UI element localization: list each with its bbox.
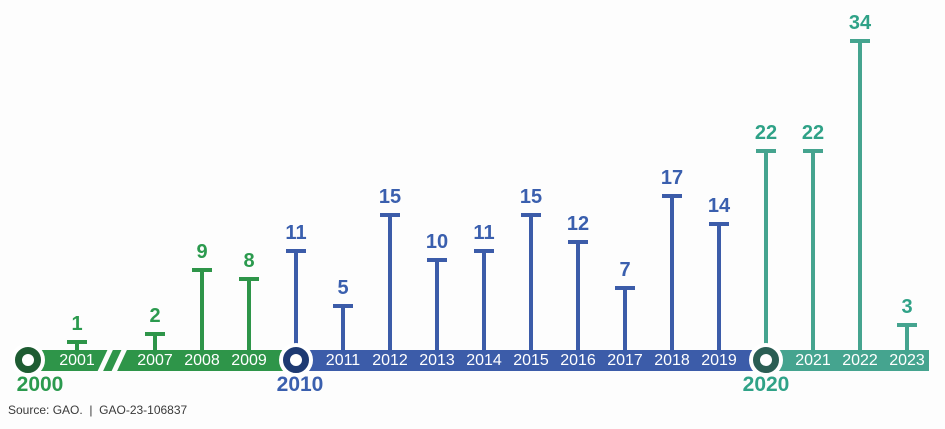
decade-label-2020: 2020	[742, 373, 790, 396]
cap-2011	[333, 304, 353, 308]
value-label-2018: 17	[660, 167, 684, 189]
stem-2023	[905, 323, 909, 350]
value-label-2013: 10	[425, 231, 449, 253]
stem-2022	[858, 39, 862, 350]
bar-segment-2010s	[296, 350, 766, 371]
cap-2001	[67, 340, 87, 344]
year-label-2016: 2016	[560, 352, 596, 369]
value-label-2014: 11	[473, 222, 495, 244]
stem-2021	[811, 149, 815, 350]
cap-2007	[145, 332, 165, 336]
decade-circle-2010	[283, 347, 309, 373]
cap-2019	[709, 222, 729, 226]
year-label-2015: 2015	[513, 352, 549, 369]
value-label-2001: 1	[71, 313, 83, 335]
stem-2012	[388, 213, 392, 350]
stem-2017	[623, 286, 627, 350]
stem-2009	[247, 277, 251, 350]
year-label-2007: 2007	[137, 352, 173, 369]
cap-2020	[756, 149, 776, 153]
year-label-2014: 2014	[466, 352, 502, 369]
year-label-2009: 2009	[231, 352, 267, 369]
value-label-2017: 7	[619, 259, 631, 281]
stem-2001	[75, 340, 79, 350]
cap-2022	[850, 39, 870, 43]
stem-2013	[435, 258, 439, 350]
value-label-2023: 3	[901, 296, 913, 318]
decade-circle-2000	[15, 347, 41, 373]
year-label-2018: 2018	[654, 352, 690, 369]
cap-2016	[568, 240, 588, 244]
cap-2023	[897, 323, 917, 327]
stem-2014	[482, 249, 486, 350]
value-label-2010: 11	[285, 222, 307, 244]
cap-2021	[803, 149, 823, 153]
value-label-2012: 15	[378, 186, 402, 208]
bar-segment-2000s	[18, 350, 296, 371]
decade-label-2000: 2000	[16, 373, 64, 396]
year-label-2012: 2012	[372, 352, 408, 369]
year-label-2023: 2023	[889, 352, 925, 369]
value-label-2019: 14	[707, 195, 731, 217]
value-label-2007: 2	[149, 305, 161, 327]
stem-2007	[153, 332, 157, 350]
cap-2014	[474, 249, 494, 253]
cap-2009	[239, 277, 259, 281]
cap-2015	[521, 213, 541, 217]
stem-2010	[294, 249, 298, 350]
cap-2012	[380, 213, 400, 217]
year-label-2001: 2001	[59, 352, 95, 369]
year-label-2019: 2019	[701, 352, 737, 369]
stem-2008	[200, 268, 204, 350]
source-note: Source: GAO. | GAO-23-106837	[8, 403, 188, 417]
stem-2020	[764, 149, 768, 350]
cap-2013	[427, 258, 447, 262]
value-label-2020: 22	[754, 122, 778, 144]
value-label-2016: 12	[566, 213, 590, 235]
decade-label-2010: 2010	[276, 373, 324, 396]
decade-circle-2020	[753, 347, 779, 373]
value-label-2021: 22	[801, 122, 825, 144]
value-label-2011: 5	[337, 277, 349, 299]
value-label-2015: 15	[519, 186, 543, 208]
value-label-2008: 9	[196, 241, 208, 263]
stem-2019	[717, 222, 721, 350]
cap-2008	[192, 268, 212, 272]
cap-2017	[615, 286, 635, 290]
bar-segment-2020s	[766, 350, 929, 371]
stem-2015	[529, 213, 533, 350]
value-label-2009: 8	[243, 250, 255, 272]
stem-2018	[670, 194, 674, 350]
value-label-2022: 34	[848, 12, 872, 34]
stem-2016	[576, 240, 580, 350]
year-label-2008: 2008	[184, 352, 220, 369]
cap-2010	[286, 249, 306, 253]
year-label-2022: 2022	[842, 352, 878, 369]
year-label-2013: 2013	[419, 352, 455, 369]
year-label-2017: 2017	[607, 352, 643, 369]
cap-2018	[662, 194, 682, 198]
year-label-2021: 2021	[795, 352, 831, 369]
year-label-2011: 2011	[325, 352, 361, 369]
stem-2011	[341, 304, 345, 350]
